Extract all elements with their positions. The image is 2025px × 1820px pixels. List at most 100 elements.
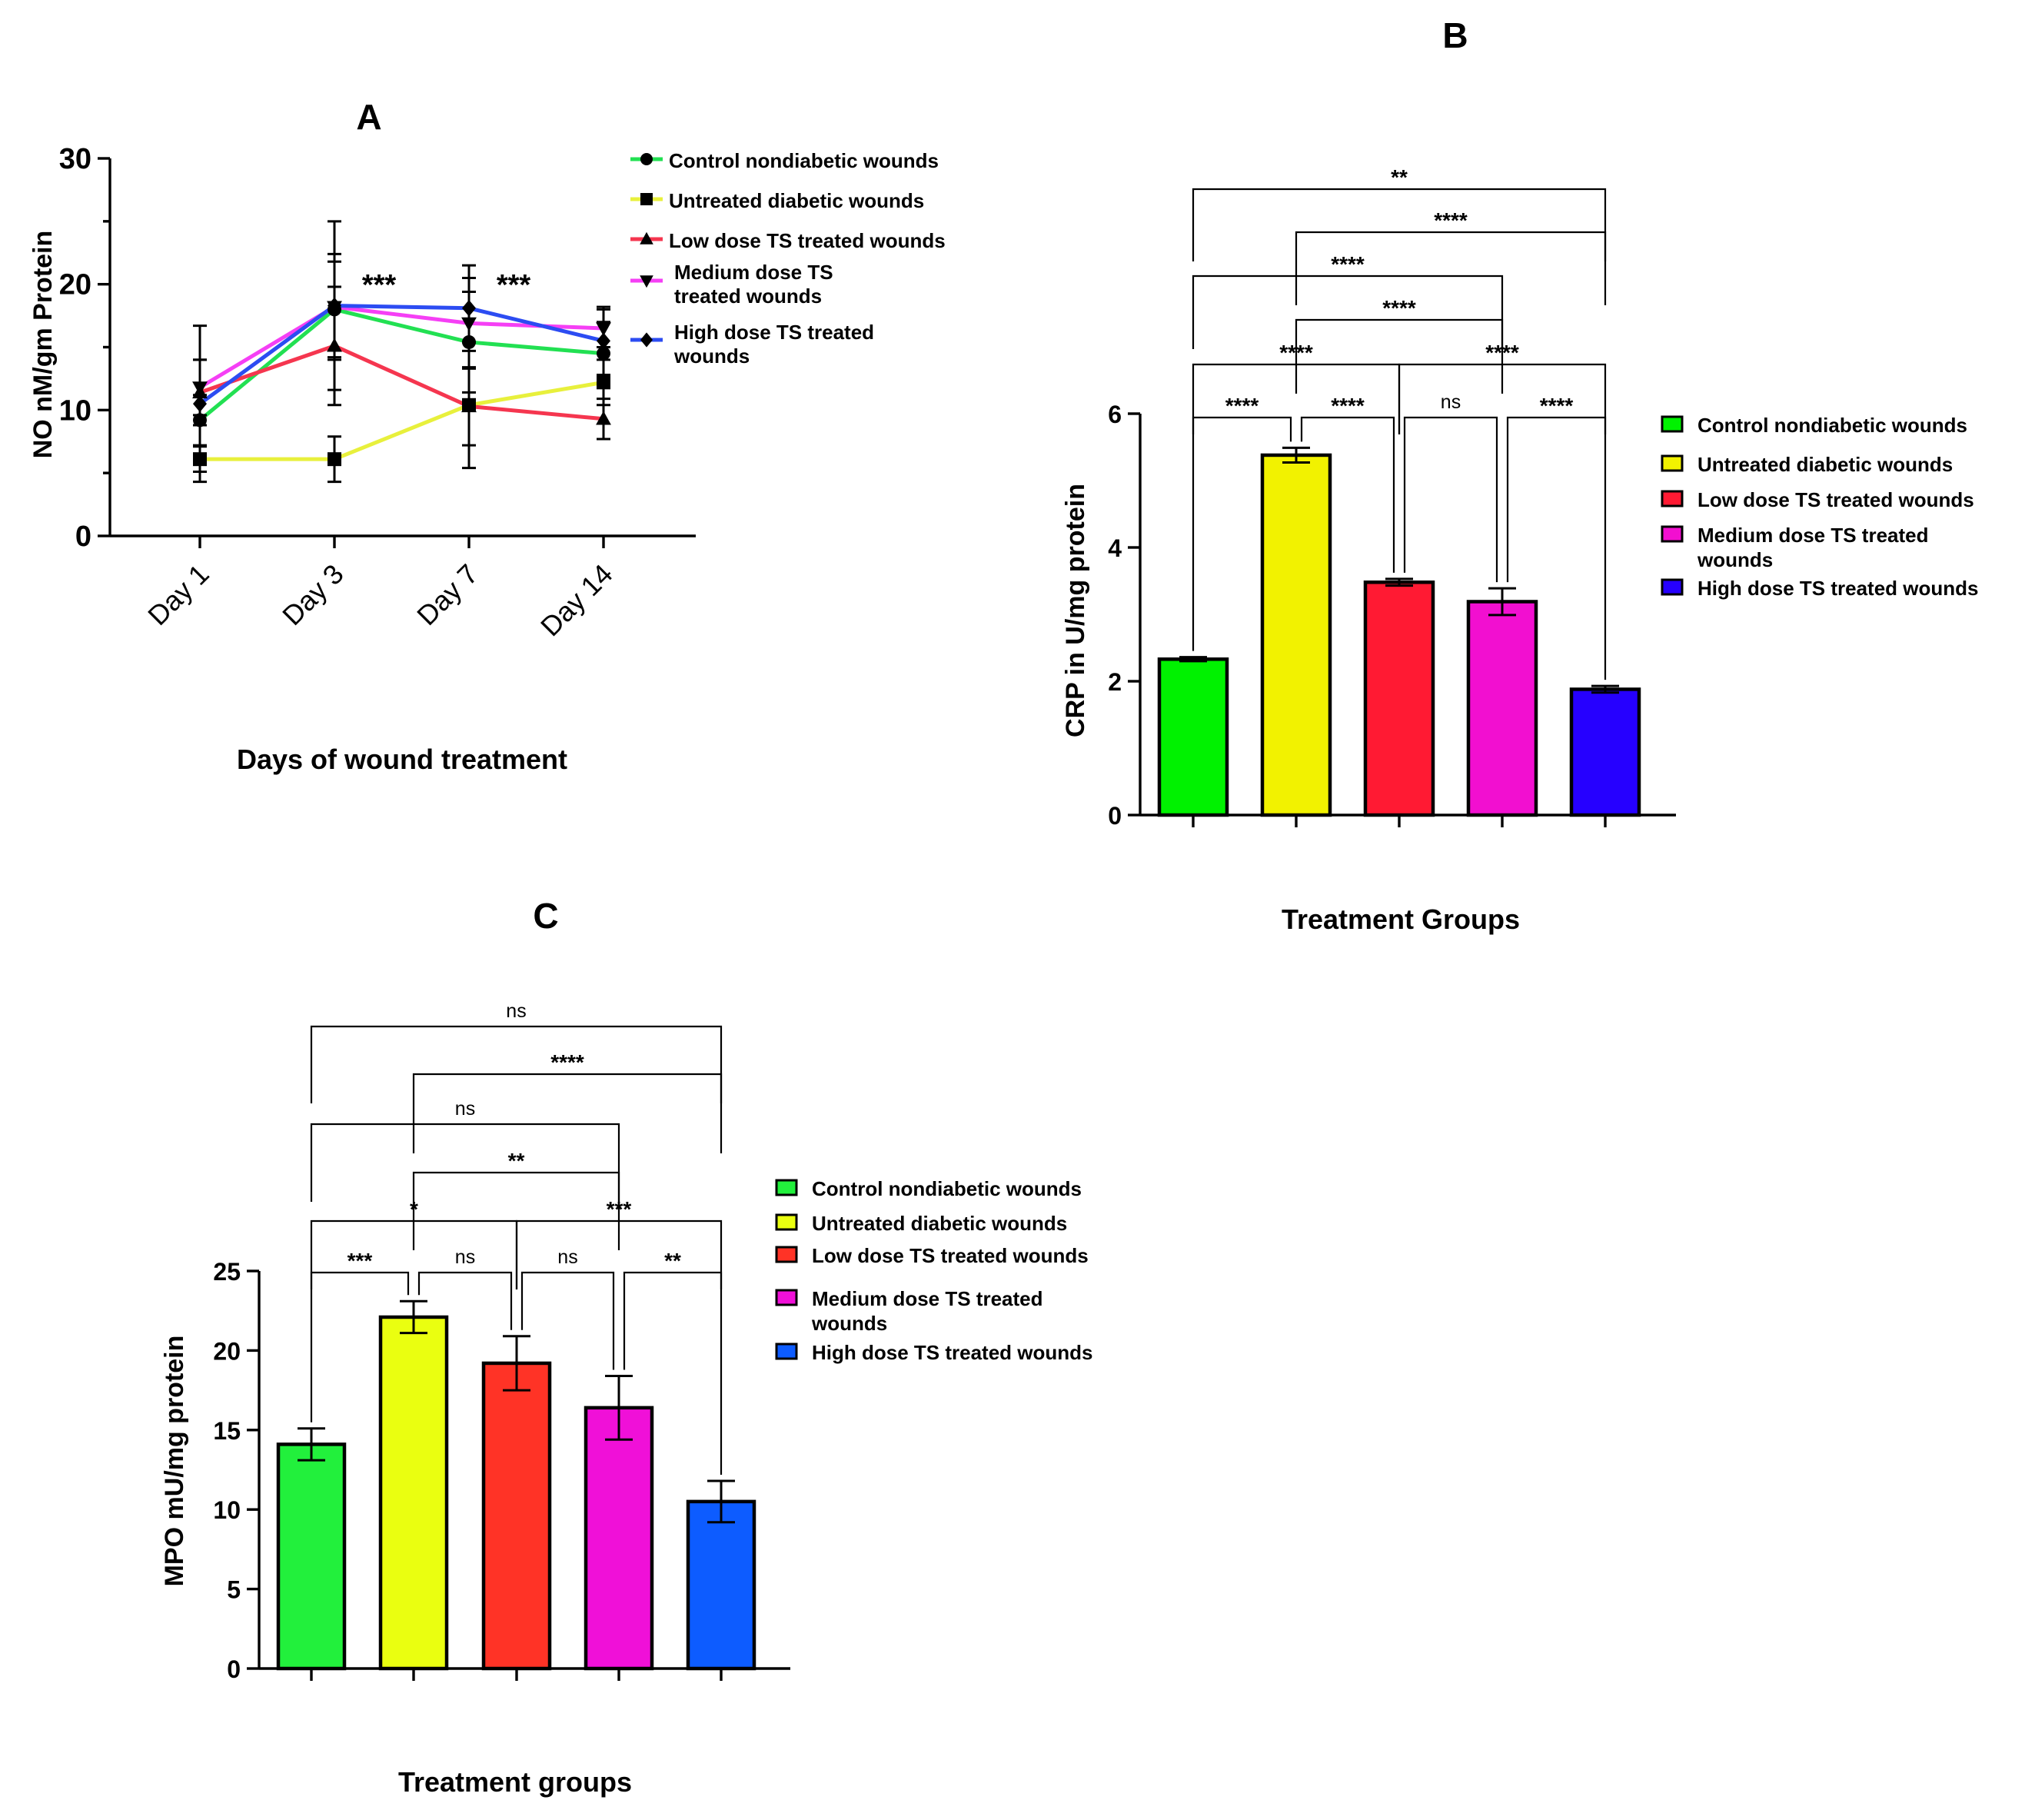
data-point xyxy=(462,334,476,349)
significance-label: ns xyxy=(557,1246,577,1268)
bar xyxy=(378,1315,449,1671)
significance-label: **** xyxy=(1225,394,1259,418)
data-point xyxy=(192,381,208,396)
panel-c: C MPO mU/mg protein Treatment groups 0 5 1… xyxy=(160,896,1092,1798)
bar xyxy=(481,1361,552,1671)
legend-label: Low dose TS treated wounds xyxy=(812,1244,1089,1267)
panel-a-legend: Control nondiabetic wounds Untreated diab… xyxy=(630,149,946,368)
bar xyxy=(276,1442,347,1671)
y-tick-label: 20 xyxy=(213,1337,241,1365)
y-tick-label: 6 xyxy=(1108,401,1122,428)
significance-label: ns xyxy=(1441,391,1461,413)
significance-label: ns xyxy=(455,1246,475,1268)
legend-marker xyxy=(640,153,653,165)
data-point xyxy=(193,452,207,467)
legend-label: Medium dose TS treated wounds xyxy=(1697,524,1929,571)
data-point xyxy=(596,411,611,425)
significance-annotation: *** xyxy=(497,269,531,301)
bar xyxy=(686,1499,756,1671)
significance-label: ** xyxy=(1391,165,1408,189)
legend-swatch xyxy=(775,1343,798,1360)
y-tick-label: 5 xyxy=(227,1576,241,1604)
data-point xyxy=(461,398,477,413)
y-tick-label: 4 xyxy=(1108,534,1122,562)
series-line xyxy=(198,303,604,406)
data-point xyxy=(193,395,207,412)
legend-label: High dose TS treated wounds xyxy=(812,1341,1092,1364)
significance-bracket xyxy=(1506,416,1607,680)
significance-bracket xyxy=(1192,274,1504,349)
legend-swatch xyxy=(775,1179,798,1196)
series-line xyxy=(199,344,604,421)
legend-swatch xyxy=(1661,578,1684,596)
significance-label: *** xyxy=(347,1249,373,1273)
bar xyxy=(1569,687,1641,817)
significance-label: **** xyxy=(550,1050,584,1074)
significance-bracket xyxy=(1192,416,1292,651)
legend-swatch xyxy=(1661,454,1684,472)
panel-a-title: A xyxy=(356,97,381,137)
data-point xyxy=(193,413,207,428)
panel-a-xlabel: Days of wound treatment xyxy=(237,744,567,775)
significance-label: ns xyxy=(506,1000,526,1022)
panel-b-xlabel: Treatment Groups xyxy=(1282,903,1520,935)
legend-label: Untreated diabetic wounds xyxy=(669,189,924,212)
panel-b-ylabel: CRP in U/mg protein xyxy=(1061,484,1090,737)
significance-label: **** xyxy=(1434,208,1468,232)
data-point xyxy=(327,338,342,352)
legend-label: Control nondiabetic wounds xyxy=(812,1177,1082,1200)
y-tick-label: 30 xyxy=(59,143,91,175)
legend-label: Untreated diabetic wounds xyxy=(812,1212,1067,1235)
legend-swatch xyxy=(1661,525,1684,543)
legend-label: Medium dose TS treated wounds xyxy=(674,261,833,308)
legend-label: Control nondiabetic wounds xyxy=(1697,414,1967,437)
legend-label: Untreated diabetic wounds xyxy=(1697,453,1953,476)
y-tick-label: 0 xyxy=(1108,802,1122,830)
significance-bracket xyxy=(1295,318,1504,394)
series-line xyxy=(200,380,604,461)
bar xyxy=(1466,600,1538,817)
significance-label: ** xyxy=(508,1149,525,1173)
panel-c-xlabel: Treatment groups xyxy=(398,1766,632,1798)
legend-swatch xyxy=(775,1213,798,1231)
significance-label: ns xyxy=(455,1098,475,1120)
legend-label: Low dose TS treated wounds xyxy=(669,229,946,252)
significance-label: **** xyxy=(1331,252,1365,276)
y-tick-label: 2 xyxy=(1108,668,1122,696)
legend-swatch xyxy=(775,1289,798,1306)
data-point xyxy=(597,332,610,350)
significance-bracket xyxy=(1192,188,1607,261)
data-point xyxy=(597,346,610,361)
legend-marker xyxy=(640,275,653,288)
significance-annotation: *** xyxy=(362,269,397,301)
series-line xyxy=(198,307,604,422)
bar xyxy=(1363,580,1435,817)
legend-label: High dose TS treated wounds xyxy=(1697,577,1978,600)
significance-bracket xyxy=(310,1123,620,1202)
y-tick-label: 20 xyxy=(59,269,91,301)
significance-label: ** xyxy=(664,1249,681,1273)
y-tick-label: 0 xyxy=(227,1655,241,1683)
legend-label: Control nondiabetic wounds xyxy=(669,149,939,172)
panel-b-title: B xyxy=(1442,15,1468,55)
data-point xyxy=(328,452,341,467)
legend-label: Medium dose TS treated wounds xyxy=(811,1287,1043,1335)
panel-a-ylabel: NO nM/gm Protein xyxy=(28,231,58,459)
significance-bracket xyxy=(412,1073,723,1153)
significance-bracket xyxy=(310,1271,410,1422)
significance-label: **** xyxy=(1331,394,1365,418)
data-point xyxy=(328,297,341,314)
panel-c-legend: Control nondiabetic wounds Untreated diab… xyxy=(775,1177,1092,1364)
y-tick-label: 10 xyxy=(59,394,91,427)
legend-label: High dose TS treated wounds xyxy=(673,321,874,368)
legend-swatch xyxy=(775,1246,798,1263)
significance-bracket xyxy=(623,1271,723,1475)
panel-c-ylabel: MPO mU/mg protein xyxy=(160,1336,189,1587)
data-point xyxy=(462,299,476,317)
y-tick-label: 15 xyxy=(213,1417,241,1445)
significance-bracket xyxy=(417,1271,513,1330)
legend-swatch xyxy=(1661,415,1684,433)
